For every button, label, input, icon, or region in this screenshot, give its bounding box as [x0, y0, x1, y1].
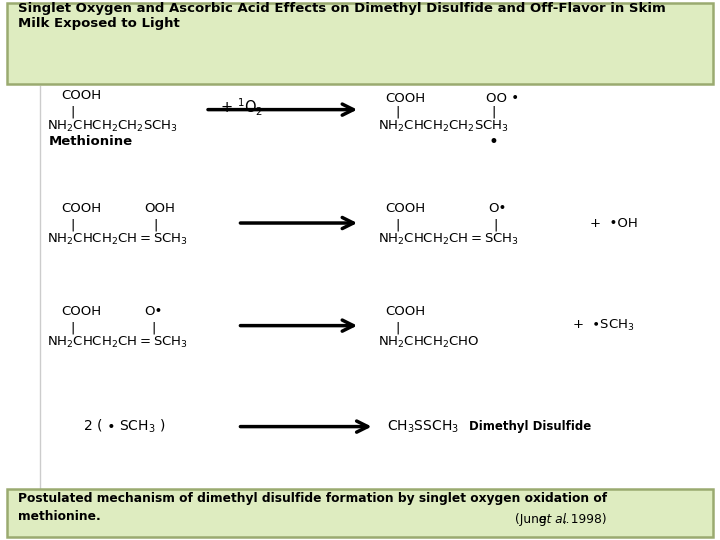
Text: |: |: [71, 105, 75, 118]
Text: 2 ( $\bullet$ SCH$_3$ ): 2 ( $\bullet$ SCH$_3$ ): [83, 418, 165, 435]
Text: |: |: [395, 321, 400, 334]
Text: NH$_2$CHCH$_2$CHO: NH$_2$CHCH$_2$CHO: [378, 335, 480, 350]
Text: |: |: [493, 219, 498, 232]
FancyBboxPatch shape: [7, 489, 713, 537]
Text: methionine.: methionine.: [18, 510, 101, 523]
Text: NH$_2$CHCH$_2$CH$=$SCH$_3$: NH$_2$CHCH$_2$CH$=$SCH$_3$: [378, 232, 519, 247]
Text: CH$_3$SSCH$_3$: CH$_3$SSCH$_3$: [387, 418, 459, 435]
Text: OO •: OO •: [486, 92, 519, 105]
Text: |: |: [71, 219, 75, 232]
Text: COOH: COOH: [385, 305, 426, 318]
Text: |: |: [395, 105, 400, 118]
Text: COOH: COOH: [61, 305, 102, 318]
Text: •: •: [488, 133, 498, 151]
Text: |: |: [491, 105, 495, 118]
Text: + $^1$O$_2$: + $^1$O$_2$: [220, 96, 263, 118]
Text: Dimethyl Disulfide: Dimethyl Disulfide: [469, 420, 592, 433]
Text: |: |: [71, 321, 75, 334]
FancyBboxPatch shape: [7, 3, 713, 84]
Text: |: |: [395, 219, 400, 232]
Text: OOH: OOH: [144, 202, 175, 215]
Text: +  •OH: + •OH: [590, 217, 638, 230]
Text: COOH: COOH: [385, 92, 426, 105]
Text: COOH: COOH: [385, 202, 426, 215]
Text: |: |: [153, 219, 158, 232]
Text: |: |: [151, 321, 156, 334]
Text: NH$_2$CHCH$_2$CH$_2$SCH$_3$: NH$_2$CHCH$_2$CH$_2$SCH$_3$: [47, 119, 178, 134]
Text: NH$_2$CHCH$_2$CH$=$SCH$_3$: NH$_2$CHCH$_2$CH$=$SCH$_3$: [47, 335, 188, 350]
Text: COOH: COOH: [61, 89, 102, 102]
Text: (Jung: (Jung: [515, 513, 550, 526]
Text: NH$_2$CHCH$_2$CH$=$SCH$_3$: NH$_2$CHCH$_2$CH$=$SCH$_3$: [47, 232, 188, 247]
Text: Singlet Oxygen and Ascorbic Acid Effects on Dimethyl Disulfide and Off-Flavor in: Singlet Oxygen and Ascorbic Acid Effects…: [18, 2, 666, 30]
Text: NH$_2$CHCH$_2$CH$_2$SCH$_3$: NH$_2$CHCH$_2$CH$_2$SCH$_3$: [378, 119, 509, 134]
Text: , 1998): , 1998): [563, 513, 607, 526]
Text: COOH: COOH: [61, 202, 102, 215]
Text: Postulated mechanism of dimethyl disulfide formation by singlet oxygen oxidation: Postulated mechanism of dimethyl disulfi…: [18, 492, 607, 505]
Text: et al.: et al.: [539, 513, 570, 526]
Text: O•: O•: [144, 305, 163, 318]
Text: +  $\bullet$SCH$_3$: + $\bullet$SCH$_3$: [572, 318, 635, 333]
Text: O•: O•: [488, 202, 507, 215]
Text: Methionine: Methionine: [49, 135, 133, 148]
